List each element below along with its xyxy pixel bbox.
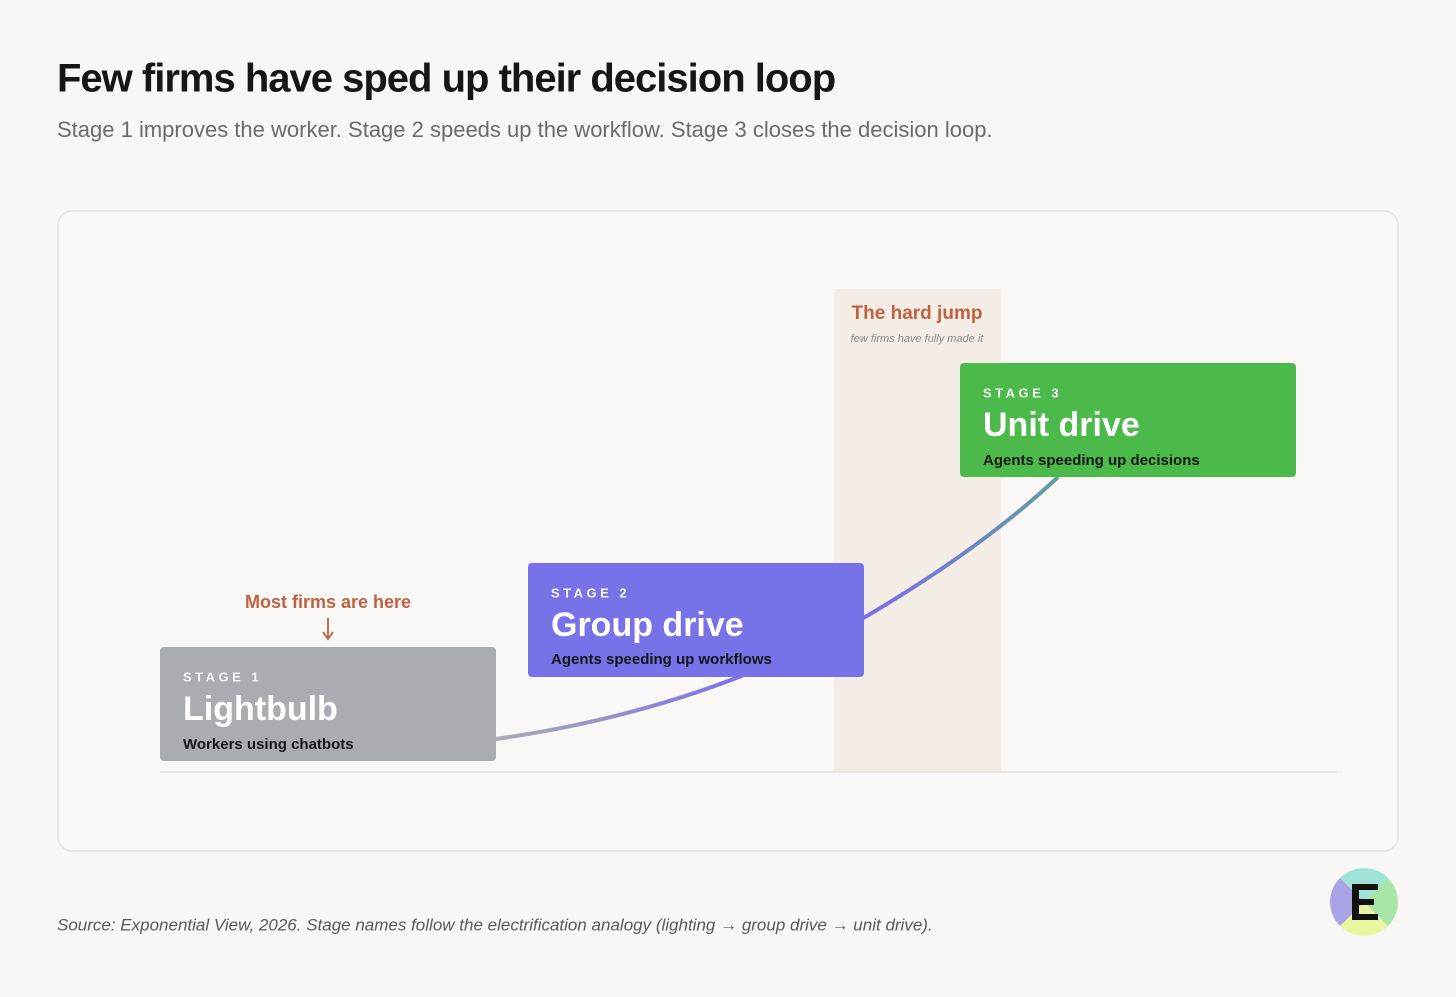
logo-mark bbox=[1352, 884, 1378, 920]
stage-description: Workers using chatbots bbox=[183, 736, 354, 753]
stage-label: STAGE 1 bbox=[183, 669, 262, 684]
stage-box bbox=[160, 647, 496, 761]
stage-name: Lightbulb bbox=[183, 690, 338, 728]
most-firms-label: Most firms are here bbox=[245, 592, 411, 612]
stage-2: STAGE 2 Group drive Agents speeding up w… bbox=[528, 563, 864, 677]
stage-3: STAGE 3 Unit drive Agents speeding up de… bbox=[960, 363, 1296, 477]
hard-jump-title: The hard jump bbox=[852, 303, 983, 324]
hard-jump-band bbox=[834, 289, 1001, 772]
stage-name: Group drive bbox=[551, 606, 744, 644]
title: Few firms have sped up their decision lo… bbox=[57, 57, 835, 101]
hard-jump-subtitle: few firms have fully made it bbox=[851, 333, 985, 345]
stage-box bbox=[960, 363, 1296, 477]
stage-name: Unit drive bbox=[983, 406, 1140, 444]
logo bbox=[1330, 868, 1398, 936]
source: Source: Exponential View, 2026. Stage na… bbox=[57, 915, 933, 934]
arrow bbox=[322, 618, 334, 641]
stage-box bbox=[528, 563, 864, 677]
stage-label: STAGE 2 bbox=[551, 585, 630, 600]
stage-label: STAGE 3 bbox=[983, 385, 1062, 400]
stage-description: Agents speeding up workflows bbox=[551, 651, 772, 668]
logo-quadrant bbox=[1330, 878, 1364, 926]
stage-description: Agents speeding up decisions bbox=[983, 452, 1200, 469]
subtitle: Stage 1 improves the worker. Stage 2 spe… bbox=[57, 117, 993, 142]
logo-quadrant bbox=[1364, 878, 1398, 926]
stage-1: STAGE 1 Lightbulb Workers using chatbots bbox=[160, 647, 496, 761]
